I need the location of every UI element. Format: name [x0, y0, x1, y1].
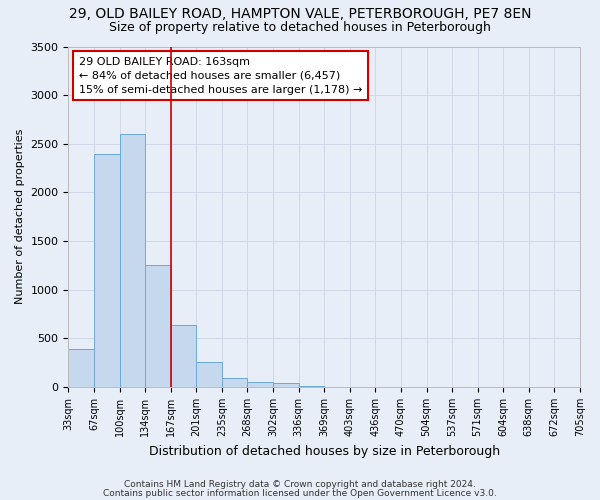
Text: Contains public sector information licensed under the Open Government Licence v3: Contains public sector information licen…: [103, 489, 497, 498]
Bar: [171, 325, 196, 387]
Bar: [68, 349, 94, 387]
Y-axis label: Number of detached properties: Number of detached properties: [15, 129, 25, 304]
Bar: [94, 154, 119, 387]
Text: Contains HM Land Registry data © Crown copyright and database right 2024.: Contains HM Land Registry data © Crown c…: [124, 480, 476, 489]
X-axis label: Distribution of detached houses by size in Peterborough: Distribution of detached houses by size …: [149, 444, 500, 458]
Bar: [196, 362, 222, 387]
Bar: [222, 378, 247, 387]
Text: 29 OLD BAILEY ROAD: 163sqm
← 84% of detached houses are smaller (6,457)
15% of s: 29 OLD BAILEY ROAD: 163sqm ← 84% of deta…: [79, 56, 362, 94]
Text: 29, OLD BAILEY ROAD, HAMPTON VALE, PETERBOROUGH, PE7 8EN: 29, OLD BAILEY ROAD, HAMPTON VALE, PETER…: [69, 8, 531, 22]
Bar: [299, 386, 324, 387]
Bar: [273, 383, 299, 387]
Bar: [145, 266, 171, 387]
Text: Size of property relative to detached houses in Peterborough: Size of property relative to detached ho…: [109, 21, 491, 34]
Bar: [247, 382, 273, 387]
Bar: [119, 134, 145, 387]
